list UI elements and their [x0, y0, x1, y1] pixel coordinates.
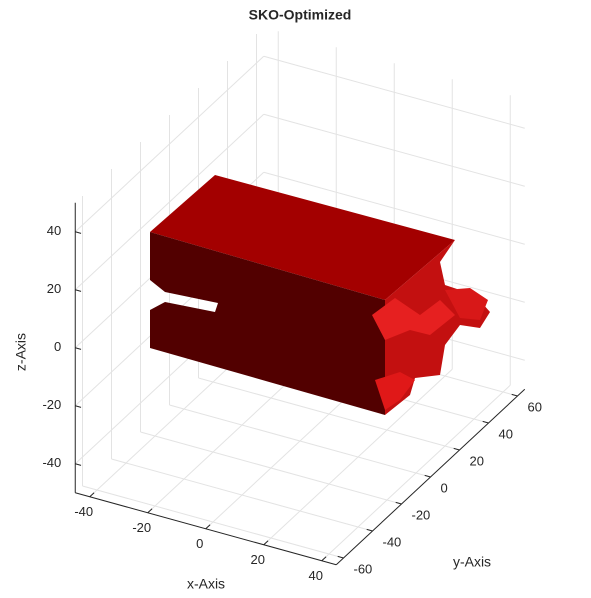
x-tick — [90, 493, 94, 497]
x-tick — [206, 525, 210, 529]
y-tick-label: 20 — [470, 453, 484, 468]
z-axis-label: z-Axis — [13, 333, 29, 371]
y-tick — [367, 529, 373, 531]
y-tick — [396, 502, 402, 504]
y-tick — [483, 421, 489, 423]
x-tick-label: -40 — [74, 504, 93, 519]
grid-line — [83, 486, 344, 558]
y-tick — [338, 556, 344, 558]
z-tick — [75, 232, 81, 234]
chart-title: SKO-Optimized — [249, 7, 352, 23]
x-tick-label: 40 — [309, 568, 323, 583]
z-tick-label: 20 — [47, 281, 61, 296]
x-axis-label: x-Axis — [187, 576, 225, 592]
y-tick — [512, 394, 518, 396]
y-tick — [425, 475, 431, 477]
y-axis-label: y-Axis — [453, 554, 491, 570]
grid-line — [141, 432, 402, 504]
chart: SKO-Optimized x-Axis y-Axis z-Axis -40 -2… — [0, 0, 591, 598]
x-tick — [148, 509, 152, 513]
z-tick-label: 40 — [47, 223, 61, 238]
y-tick-label: -40 — [383, 534, 402, 549]
y-tick — [454, 448, 460, 450]
y-tick-label: 40 — [499, 426, 513, 441]
y-tick-label: -60 — [354, 561, 373, 576]
z-tick — [75, 290, 81, 292]
x-tick-label: 20 — [251, 552, 265, 567]
z-tick-label: -40 — [42, 455, 61, 470]
z-tick-label: -20 — [42, 397, 61, 412]
z-tick-label: 0 — [54, 339, 61, 354]
x-tick-label: 0 — [196, 536, 203, 551]
z-tick — [75, 464, 81, 466]
y-tick-label: -20 — [412, 507, 431, 522]
x-tick-label: -20 — [132, 520, 151, 535]
grid-line — [170, 405, 431, 477]
x-tick — [264, 541, 268, 545]
y-tick-label: 0 — [441, 480, 448, 495]
y-tick-label: 60 — [528, 399, 542, 414]
z-tick — [75, 348, 81, 350]
z-tick — [75, 406, 81, 408]
x-tick — [322, 557, 326, 561]
page: SKO-Optimized x-Axis y-Axis z-Axis -40 -2… — [0, 0, 591, 598]
